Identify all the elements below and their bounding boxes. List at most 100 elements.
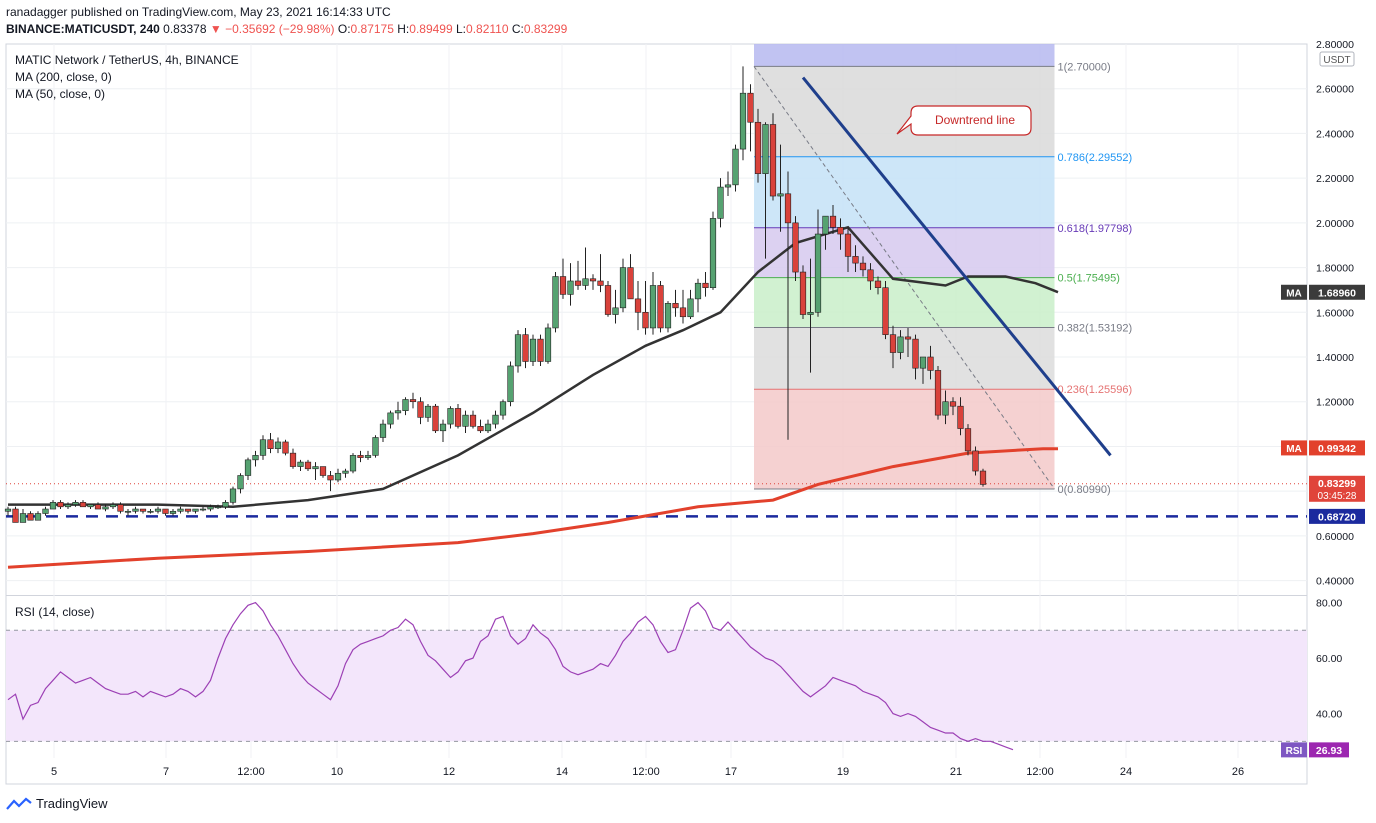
fib-zone (754, 389, 1055, 489)
candle-down (597, 280, 604, 286)
candle-up (147, 510, 154, 513)
candle-up (484, 423, 492, 432)
fib-zone (754, 44, 1055, 67)
candle-up (364, 455, 372, 458)
candle-down (754, 121, 762, 174)
time-tick-label: 19 (837, 766, 849, 778)
candle-up (649, 285, 657, 329)
candle-down (852, 256, 859, 264)
high-label: H: (397, 22, 410, 36)
candle-down (319, 466, 327, 476)
fib-level-label: 0.236(1.25596) (1058, 384, 1133, 396)
price-badge-tag-label: MA (1286, 444, 1302, 455)
price-badge-value: 0.68720 (1318, 511, 1356, 523)
price-badge (1309, 508, 1365, 524)
candle-down (927, 356, 934, 371)
price-tick-label: 2.40000 (1316, 128, 1354, 140)
candle-up (462, 414, 469, 427)
candle-down (837, 227, 844, 235)
candle-down (949, 401, 957, 407)
legend-ma50[interactable]: MA (50, close, 0) (15, 87, 106, 101)
rsi-tick-label: 40.00 (1316, 709, 1342, 721)
tradingview-icon (6, 797, 32, 810)
fib-diagonal (753, 66, 1055, 490)
candle-down (964, 428, 972, 452)
candle-up (154, 508, 162, 512)
candle-down (972, 450, 979, 472)
legend-rsi[interactable]: RSI (14, close) (15, 605, 95, 619)
candle-down (184, 508, 192, 512)
time-tick-label: 17 (725, 766, 737, 778)
candle-up (34, 513, 42, 521)
fib-zone (754, 156, 1055, 228)
rsi-line (7, 601, 1014, 751)
candle-down (627, 267, 634, 300)
candle-down (94, 504, 102, 510)
candle-up (109, 504, 117, 508)
candle-down (417, 401, 424, 418)
candle-up (552, 276, 559, 329)
candle-down (282, 441, 289, 454)
candle-up (4, 508, 12, 512)
candle-down (454, 408, 462, 427)
candle-down (859, 262, 867, 271)
candle-up (274, 441, 282, 449)
candle-up (732, 148, 739, 186)
chart-title[interactable]: MATIC Network / TetherUS, 4h, BINANCE (15, 53, 239, 67)
price-tick-label: 1.80000 (1316, 263, 1354, 275)
candle-up (687, 298, 694, 318)
candle-up (424, 405, 432, 418)
open-value: 0.87175 (350, 22, 394, 36)
candle-up (529, 338, 537, 362)
price-tick-label: 2.00000 (1316, 218, 1354, 230)
candle-up (372, 437, 379, 456)
last-price: 0.83378 (163, 22, 207, 36)
candle-up (694, 282, 702, 300)
tradingview-logo[interactable]: TradingView (6, 796, 108, 811)
candle-up (919, 356, 927, 369)
candle-up (762, 124, 769, 174)
candle-up (342, 470, 349, 474)
rsi-badge-tag-label: RSI (1286, 746, 1303, 757)
candle-up (619, 267, 627, 309)
candle-up (499, 401, 507, 416)
time-tick-label: 7 (163, 766, 169, 778)
close-label: C: (511, 22, 524, 36)
candle-up (297, 461, 304, 467)
publish-info: ranadagger published on TradingView.com,… (6, 5, 391, 19)
candle-down (844, 233, 852, 257)
fib-zone (754, 327, 1055, 390)
candle-up (387, 412, 394, 425)
candle-up (259, 439, 267, 456)
rsi-badge (1309, 742, 1349, 758)
candle-down (829, 215, 837, 228)
time-tick-label: 12:00 (632, 766, 660, 778)
candle-down (889, 334, 897, 353)
candle-down (12, 508, 19, 523)
tradingview-brand: TradingView (36, 796, 108, 811)
candle-up (199, 508, 207, 511)
candle-up (394, 410, 402, 414)
time-tick-label: 12:00 (237, 766, 265, 778)
candle-down (874, 280, 882, 288)
candle-down (679, 307, 687, 318)
candle-up (42, 508, 49, 514)
candle-down (702, 282, 709, 288)
candle-up (72, 502, 79, 505)
candle-up (402, 399, 409, 411)
time-tick-label: 12:00 (1026, 766, 1054, 778)
candle-down (574, 280, 582, 286)
candle-up (942, 401, 949, 416)
candle-up (229, 488, 237, 503)
candle-down (327, 475, 334, 481)
candle-up (379, 423, 387, 438)
price-badge (1309, 475, 1365, 502)
candle-up (334, 472, 342, 481)
candle-up (207, 506, 214, 510)
candle-down (162, 508, 169, 514)
open-label: O: (337, 22, 351, 36)
legend-ma200[interactable]: MA (200, close, 0) (15, 70, 112, 84)
candle-up (222, 502, 229, 508)
candle-up (724, 184, 732, 188)
